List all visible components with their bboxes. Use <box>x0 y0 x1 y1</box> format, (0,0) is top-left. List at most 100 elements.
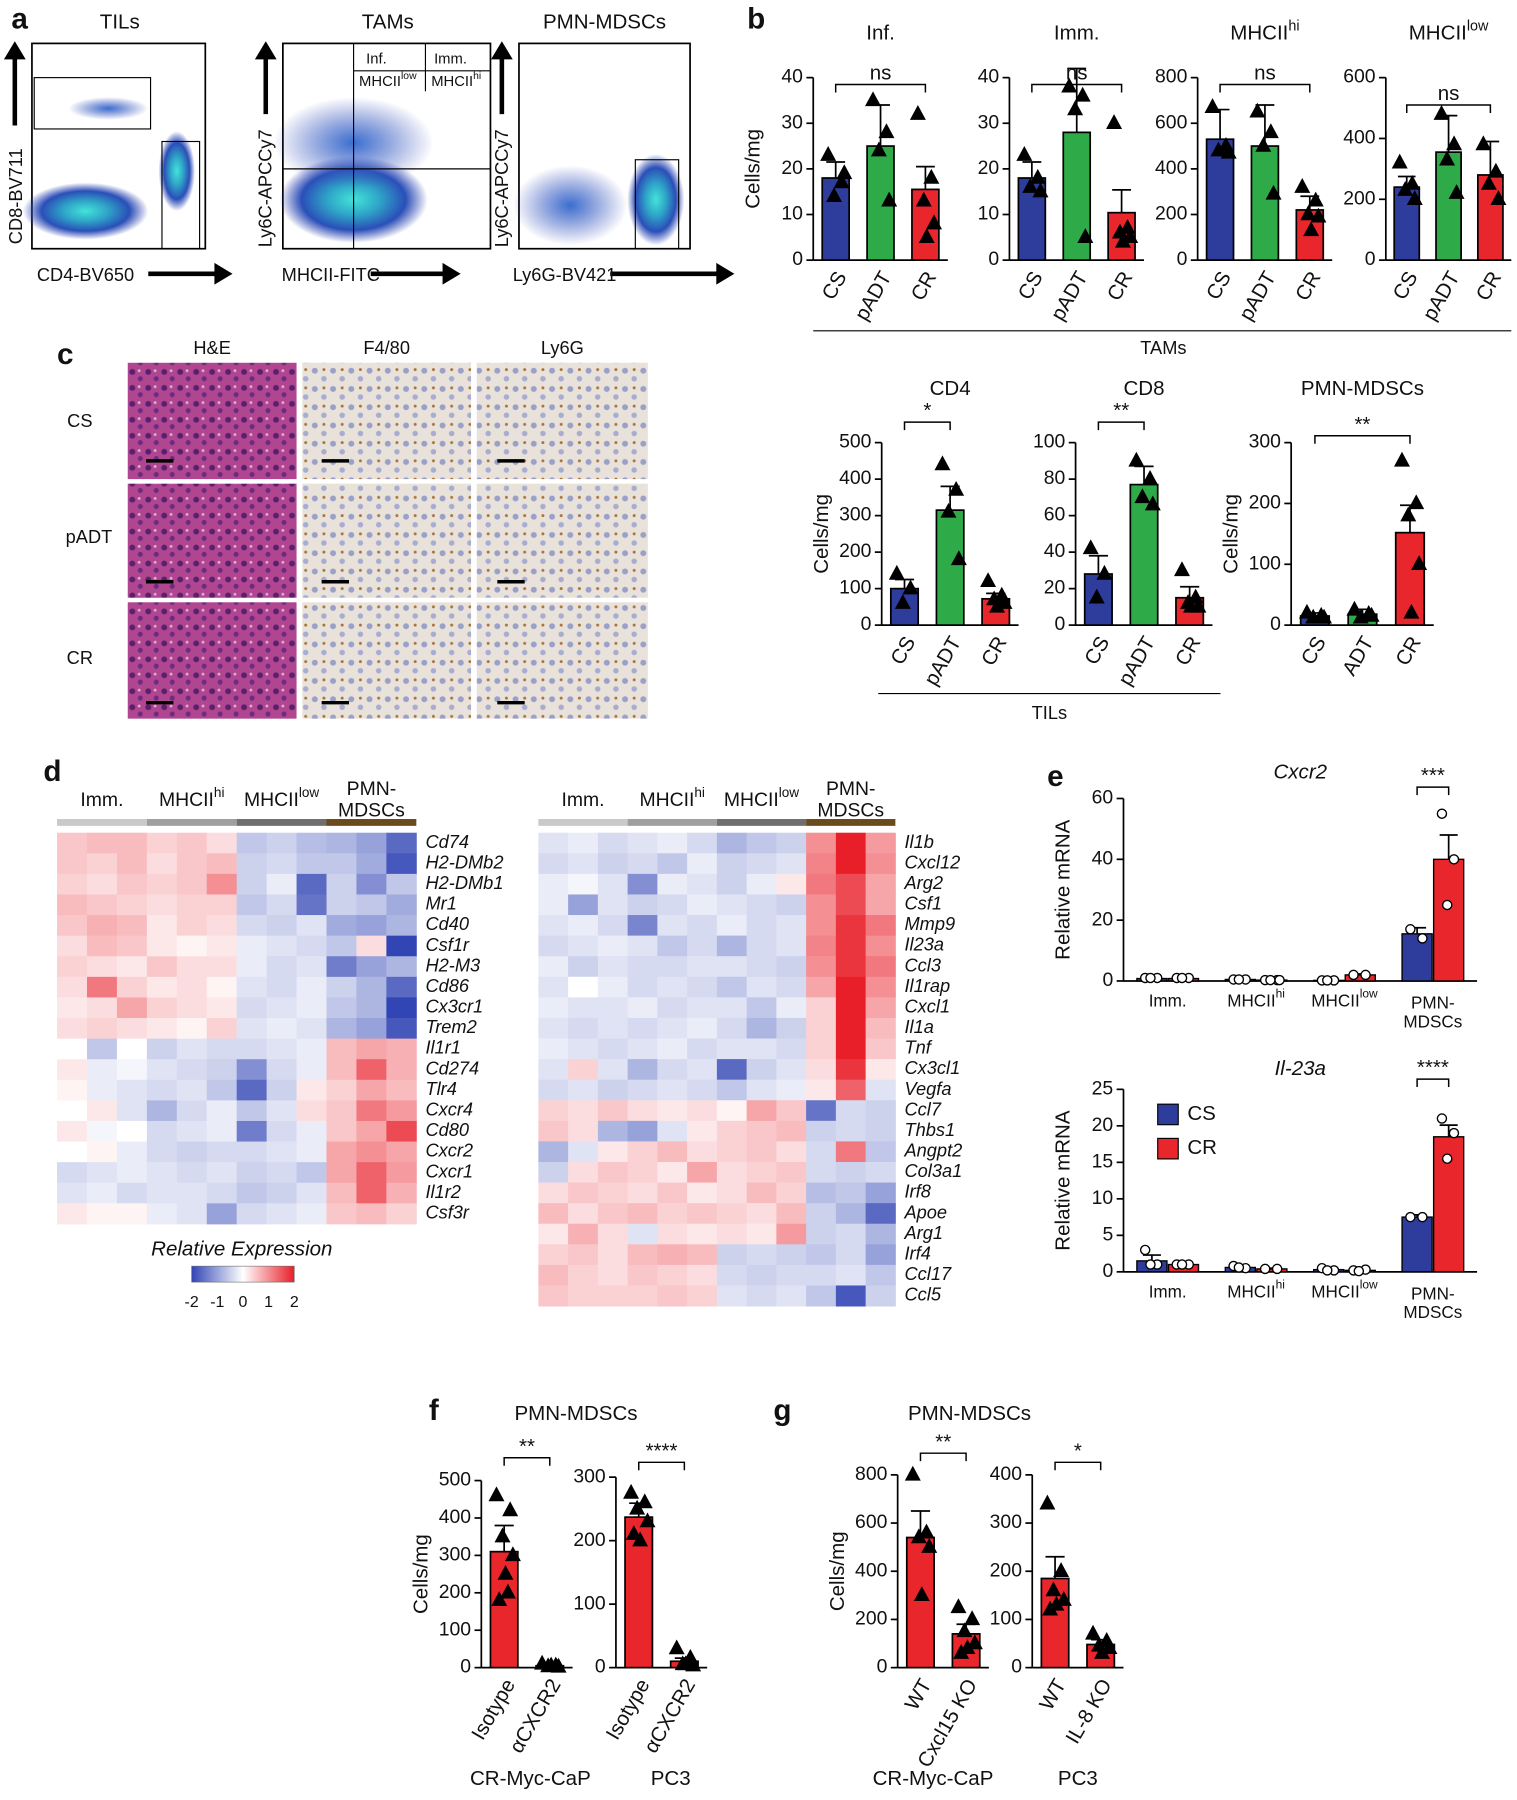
heatmap-cell <box>538 1141 569 1163</box>
scale-tick-label: -2 <box>185 1294 199 1311</box>
heatmap-cell <box>806 1100 837 1122</box>
heatmap-cell <box>356 1120 387 1143</box>
heatmap-cell <box>236 1059 268 1081</box>
heatmap-cell <box>206 997 238 1019</box>
heatmap-cell <box>326 976 357 998</box>
group-header-sup: hi <box>214 785 225 800</box>
x-tick-label: pADT <box>850 267 896 324</box>
heatmap-cell <box>776 1223 807 1245</box>
color-bar <box>191 1265 295 1283</box>
y-tick-label: 300 <box>990 1511 1023 1533</box>
y-tick-label: 100 <box>573 1592 606 1614</box>
gene-label: Ccl7 <box>904 1098 941 1119</box>
group-header: MHCIIlow <box>724 785 799 811</box>
heatmap-cell <box>296 1182 327 1204</box>
y-tick-label: 20 <box>1044 577 1066 599</box>
data-point <box>1233 974 1245 985</box>
heatmap-cell <box>746 1141 777 1163</box>
heatmap-cell <box>716 1223 748 1245</box>
data-point <box>1128 451 1145 467</box>
data-point <box>915 191 932 207</box>
gate-label-main: MHCII <box>431 74 473 90</box>
gate-label-main: MHCII <box>359 74 401 90</box>
y-tick-label: 0 <box>792 248 803 270</box>
heatmap-cell <box>687 935 718 957</box>
data-point <box>940 502 957 518</box>
heatmap-cell <box>687 853 718 875</box>
gene-label: Irf8 <box>904 1181 931 1202</box>
y-axis-label: Cells/mg <box>826 1531 849 1611</box>
x-tick-label: MHCIIlow <box>1311 987 1378 1010</box>
data-point <box>1405 1211 1416 1223</box>
chart-title-main: MHCII <box>1230 22 1288 45</box>
heatmap-cell <box>776 1161 807 1184</box>
bar <box>1250 145 1280 261</box>
legend-title: Relative Expression <box>151 1238 332 1261</box>
heatmap-cell <box>206 1100 238 1122</box>
heatmap-cell <box>326 997 357 1019</box>
data-point <box>1391 153 1408 169</box>
heatmap-cell <box>176 873 208 895</box>
heatmap-cell <box>326 1059 357 1081</box>
x-tick-label-main: MHCII <box>1227 991 1275 1010</box>
heatmap-cell <box>356 935 387 957</box>
data-point <box>1096 564 1113 580</box>
heatmap-cell <box>746 1120 777 1142</box>
heatmap-cell <box>146 894 178 916</box>
heatmap-cell <box>597 1120 629 1142</box>
group-header-sup: low <box>299 785 320 800</box>
bar <box>905 1536 936 1669</box>
y-tick-label: 20 <box>978 157 1000 179</box>
heatmap-cell <box>835 1203 867 1225</box>
heatmap-cell <box>57 832 88 854</box>
significance-label: **** <box>1417 1056 1449 1079</box>
gene-label: Mr1 <box>425 893 456 914</box>
heatmap-cell <box>386 1038 417 1060</box>
y-tick-label: 10 <box>978 203 1000 225</box>
heatmap-cell <box>568 1161 599 1184</box>
y-tick-label: 60 <box>1092 787 1114 809</box>
heatmap-cell <box>57 935 88 957</box>
chart-title: CD8 <box>1123 378 1164 401</box>
gene-label: Irf4 <box>904 1242 930 1263</box>
heatmap-cell <box>835 1285 867 1307</box>
scale-tick-label: 1 <box>264 1294 273 1311</box>
text-line: MDSCs <box>817 800 884 822</box>
heatmap-cell <box>206 832 238 854</box>
heatmap-cell <box>568 853 599 875</box>
heatmap-cell <box>296 873 327 895</box>
y-tick-label: 600 <box>855 1511 888 1533</box>
data-point <box>1145 1259 1156 1270</box>
data-point <box>870 141 887 157</box>
heatmap-cell <box>86 894 118 916</box>
significance-bracket <box>637 1461 686 1471</box>
data-point <box>499 1583 516 1599</box>
data-point <box>1405 924 1416 935</box>
heatmap-cell <box>776 1141 807 1163</box>
heatmap-cell <box>746 894 777 916</box>
y-tick-label: 0 <box>1102 969 1113 991</box>
text-line: MDSCs <box>338 800 405 822</box>
heatmap-cell <box>657 1285 688 1307</box>
y-axis-label: Relative mRNA <box>1052 819 1075 960</box>
heatmap-cell <box>266 1018 298 1040</box>
heatmap-cell <box>236 1018 268 1040</box>
heatmap-cell <box>146 1018 178 1040</box>
data-point <box>1448 1127 1460 1139</box>
heatmap-cell <box>296 1100 327 1122</box>
heatmap-cell <box>146 832 178 854</box>
heatmap-cell <box>296 956 327 978</box>
heatmap-cell <box>657 1182 688 1204</box>
significance-label: ** <box>1354 413 1370 436</box>
data-point <box>950 550 967 566</box>
heatmap-cell <box>806 935 837 957</box>
heatmap-cell <box>386 894 417 916</box>
y-tick-label: 10 <box>781 203 803 225</box>
data-point <box>1439 150 1456 166</box>
heatmap-cell <box>86 915 118 937</box>
heatmap-cell <box>356 832 387 854</box>
significance-bracket <box>1405 104 1492 113</box>
heatmap-cell <box>86 1038 118 1060</box>
heatmap-cell <box>57 1203 88 1225</box>
heatmap-cell <box>835 832 867 854</box>
